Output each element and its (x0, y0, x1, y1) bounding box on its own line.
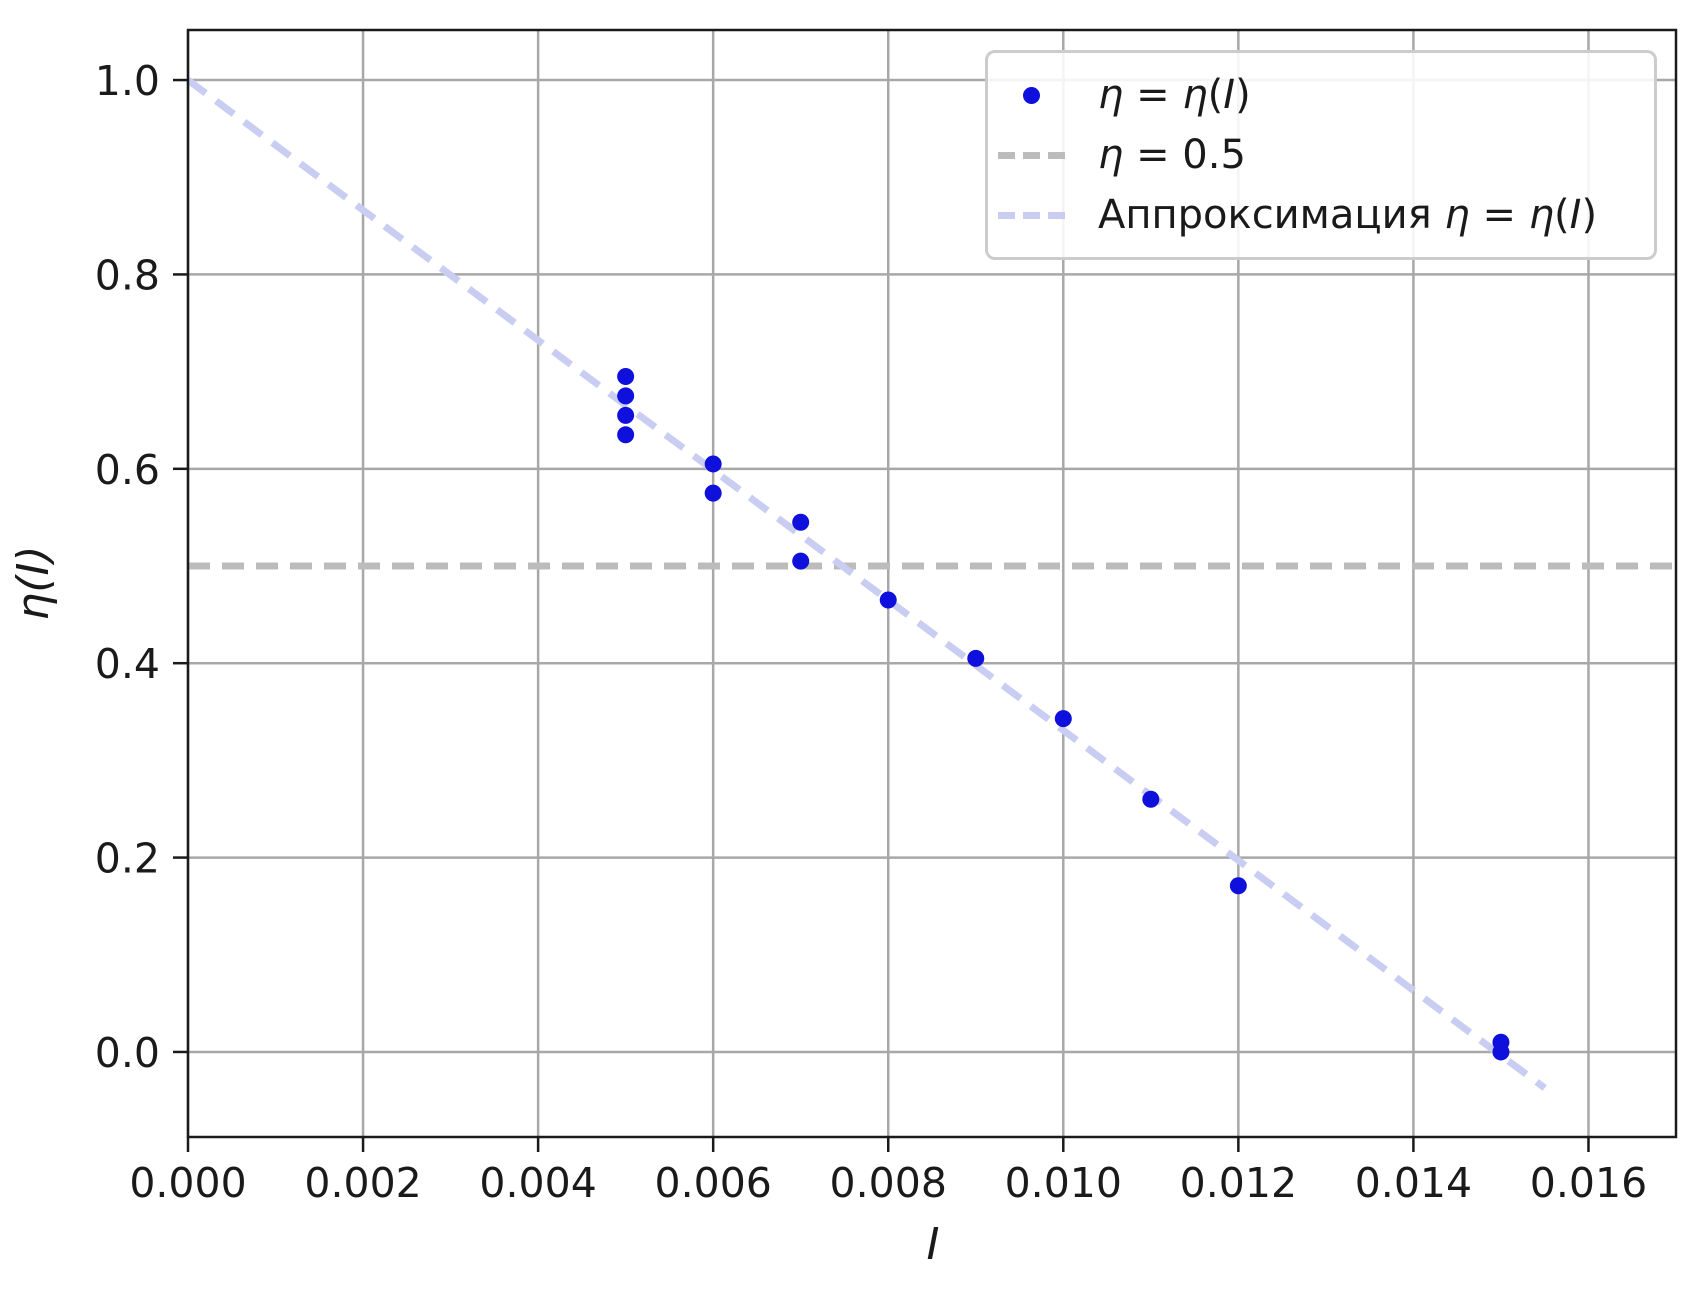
legend-dot-marker (998, 86, 1065, 104)
data-point (617, 387, 635, 405)
y-tick-label: 0.0 (95, 1029, 160, 1077)
legend-entry: Аппроксимация η = η(I) (988, 185, 1654, 245)
x-tick-label: 0.002 (304, 1159, 421, 1207)
x-tick-label: 0.016 (1530, 1159, 1647, 1207)
legend-entry: η = 0.5 (988, 125, 1654, 185)
x-axis-label: I (927, 1219, 940, 1270)
data-point (1229, 877, 1247, 895)
y-tick-label: 1.0 (95, 57, 160, 105)
fit-line (185, 77, 1547, 1091)
data-point (792, 513, 810, 531)
data-point (967, 649, 985, 667)
legend-entry-label: η = η(I) (1098, 72, 1251, 118)
legend-dash-marker (998, 151, 1065, 159)
legend-entry-label: Аппроксимация η = η(I) (1098, 192, 1598, 238)
x-tick-label: 0.004 (479, 1159, 596, 1207)
data-point (617, 367, 635, 385)
data-point (704, 484, 722, 502)
plot-border (186, 28, 1678, 1139)
data-point (1492, 1043, 1510, 1061)
legend-entry: η = η(I) (988, 65, 1654, 125)
y-tick-label: 0.8 (95, 251, 160, 299)
x-tick-label: 0.000 (129, 1159, 246, 1207)
data-point (617, 406, 635, 424)
x-tick-label: 0.006 (654, 1159, 771, 1207)
legend-entry-label: η = 0.5 (1098, 132, 1246, 178)
x-tick-label: 0.010 (1005, 1159, 1122, 1207)
data-point (704, 455, 722, 473)
x-tick-label: 0.014 (1355, 1159, 1472, 1207)
data-point (792, 552, 810, 570)
y-tick-label: 0.6 (95, 446, 160, 494)
legend-dash-marker (998, 211, 1065, 219)
x-tick-label: 0.012 (1180, 1159, 1297, 1207)
data-point (617, 426, 635, 444)
y-tick-label: 0.2 (95, 835, 160, 883)
data-point (1054, 710, 1072, 728)
y-axis-label: η(I) (8, 545, 59, 620)
y-tick-label: 0.4 (95, 640, 160, 688)
data-point (879, 591, 897, 609)
legend: η = η(I) η = 0.5 Аппроксимация η = η(I) (985, 50, 1657, 260)
x-tick-label: 0.008 (830, 1159, 947, 1207)
data-point (1142, 790, 1160, 808)
